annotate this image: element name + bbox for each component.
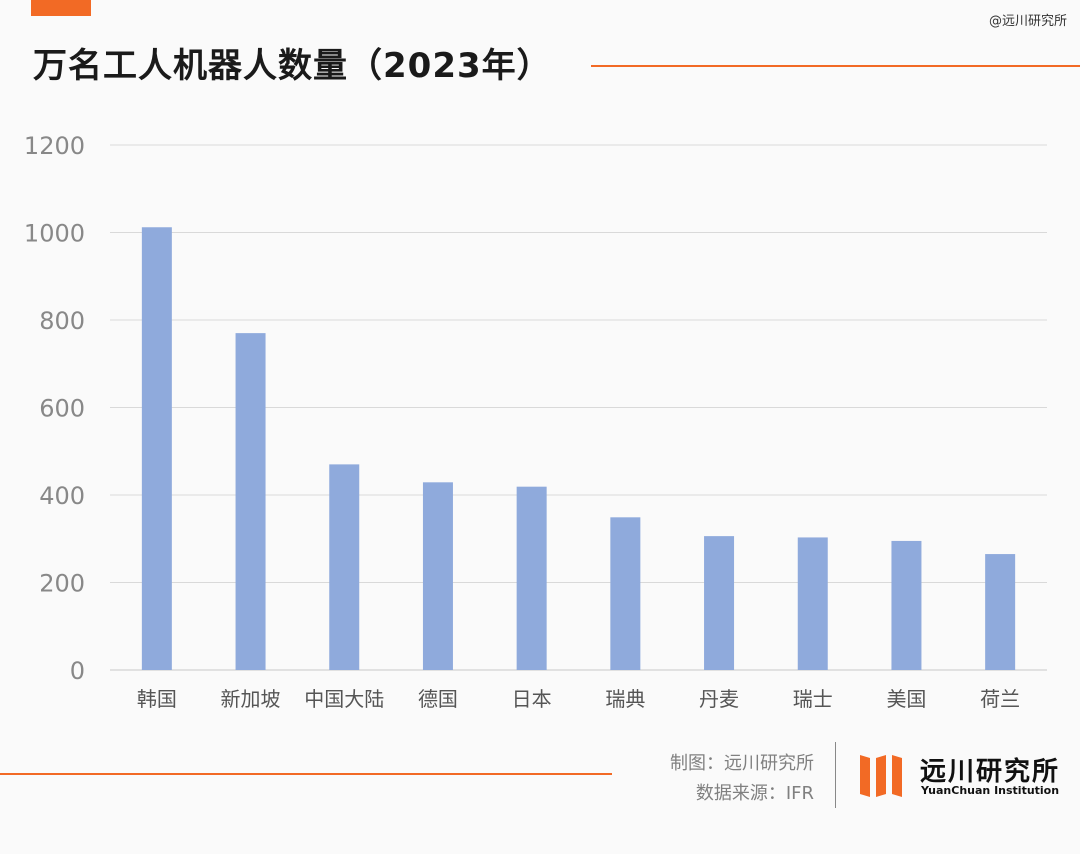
bar <box>235 333 266 670</box>
y-tick-label: 400 <box>39 482 85 510</box>
top-accent-tab <box>31 0 91 16</box>
bar <box>704 536 735 670</box>
brand-name-cn: 远川研究所 <box>920 757 1061 787</box>
grid-layer <box>110 144 1047 671</box>
x-tick-label: 丹麦 <box>699 687 739 711</box>
watermark: @远川研究所 <box>989 14 1068 29</box>
y-tick-label: 800 <box>39 307 85 335</box>
y-tick-label: 1200 <box>24 132 85 160</box>
chart-credit: 制图：远川研究所 <box>670 753 814 774</box>
x-tick-label: 荷兰 <box>980 687 1020 711</box>
y-tick-label: 600 <box>39 395 85 423</box>
y-tick-label: 1000 <box>24 220 85 248</box>
brand-logo-icon <box>860 755 902 797</box>
bar <box>610 517 641 670</box>
x-tick-label: 瑞士 <box>793 687 833 711</box>
title-accent-line <box>591 65 1080 67</box>
bars <box>141 227 1016 670</box>
bar <box>141 227 172 670</box>
y-tick-labels: 0 200 400 600 800 1000 1200 <box>24 132 85 685</box>
bar <box>422 482 453 670</box>
x-tick-label: 瑞典 <box>605 687 645 711</box>
brand-name-en: YuanChuan Institution <box>921 784 1060 797</box>
data-source: 数据来源：IFR <box>695 783 814 804</box>
footer-accent-line <box>0 773 612 775</box>
x-tick-label: 日本 <box>512 687 552 711</box>
bar <box>329 464 360 670</box>
x-tick-label: 韩国 <box>137 687 177 711</box>
y-tick-label: 0 <box>70 657 85 685</box>
page-title: 万名工人机器人数量（2023年） <box>33 46 552 86</box>
y-tick-label: 200 <box>39 570 85 598</box>
bar-chart: 0 200 400 600 800 1000 1200 韩国 新加坡 中国大陆 德国 日本 瑞典 丹麦 瑞… <box>24 132 1047 711</box>
x-tick-label: 德国 <box>418 687 458 711</box>
footer-divider <box>835 742 836 808</box>
x-tick-label: 中国大陆 <box>304 687 384 711</box>
x-tick-labels: 韩国 新加坡 中国大陆 德国 日本 瑞典 丹麦 瑞士 美国 荷兰 <box>137 687 1020 711</box>
bar <box>985 554 1016 670</box>
bar <box>516 486 547 670</box>
x-tick-label: 新加坡 <box>221 687 281 711</box>
bar <box>891 540 922 670</box>
x-tick-label: 美国 <box>886 687 926 711</box>
bar <box>797 537 828 670</box>
